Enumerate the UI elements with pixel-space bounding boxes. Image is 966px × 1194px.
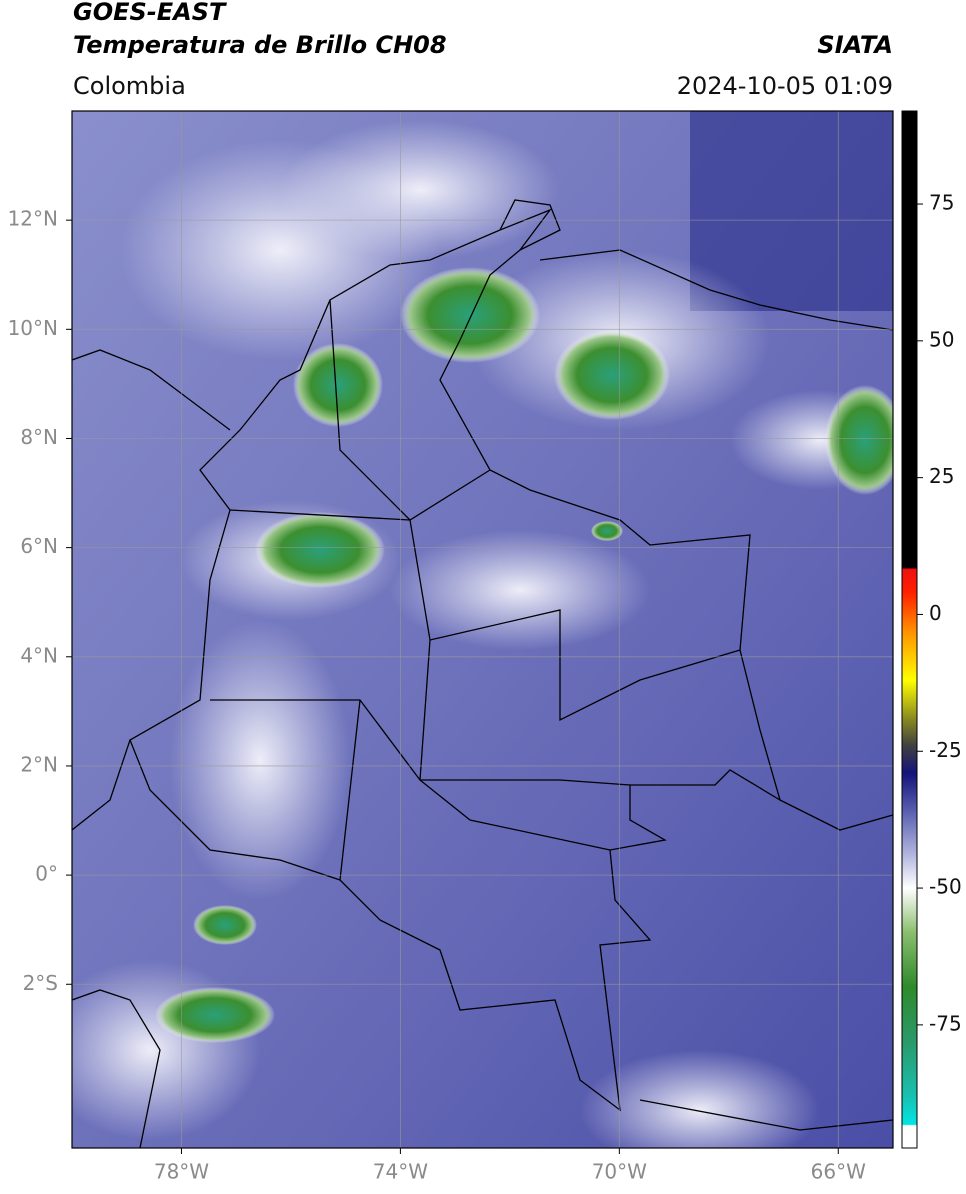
y-tick-label: 8°N [20,425,58,449]
colorbar-tick-label: -50 [929,875,962,899]
y-tick-label: 12°N [8,207,58,231]
country-border [129,208,782,1112]
source: SIATA [817,31,893,59]
cloud [170,620,350,900]
convective-cell [255,512,385,588]
colorbar-tick-label: 25 [929,464,954,488]
subtitle: Temperatura de Brillo CH08 [73,31,447,59]
colorbar-tick-label: -25 [929,738,962,762]
title: GOES-EAST [73,0,227,26]
x-tick-label: 78°W [154,1160,209,1184]
convective-cell [400,267,540,363]
internal-borders [210,299,741,881]
y-tick-label: 4°N [20,643,58,667]
x-tick-label: 70°W [592,1160,647,1184]
colorbar-tick-label: 75 [929,191,954,215]
convective-cell [293,343,383,427]
x-tick-label: 74°W [373,1160,428,1184]
convective-cell [155,987,275,1043]
cloud [72,960,260,1140]
y-tick-label: 0° [35,862,58,886]
y-tick-label: 2°S [23,971,58,995]
convective-cell [591,521,623,541]
region: Colombia [73,72,186,100]
x-tick-label: 66°W [811,1160,866,1184]
cloud [390,530,650,650]
satellite-image [72,111,893,1148]
colorbar-tick-label: 0 [929,601,942,625]
colorbar-tick-label: 50 [929,327,954,351]
y-tick-label: 6°N [20,534,58,558]
colorbar [901,110,918,1149]
convective-cell [193,905,257,945]
convective-cell [554,330,670,420]
cloud [580,1050,820,1148]
datetime: 2024-10-05 01:09 [677,72,893,100]
y-tick-label: 10°N [8,316,58,340]
cloud [280,120,560,260]
coastline [72,199,893,1148]
colorbar-tick-label: -75 [929,1011,962,1035]
y-tick-label: 2°N [20,752,58,776]
map-frame [71,110,894,1149]
convective-cell [825,385,893,495]
